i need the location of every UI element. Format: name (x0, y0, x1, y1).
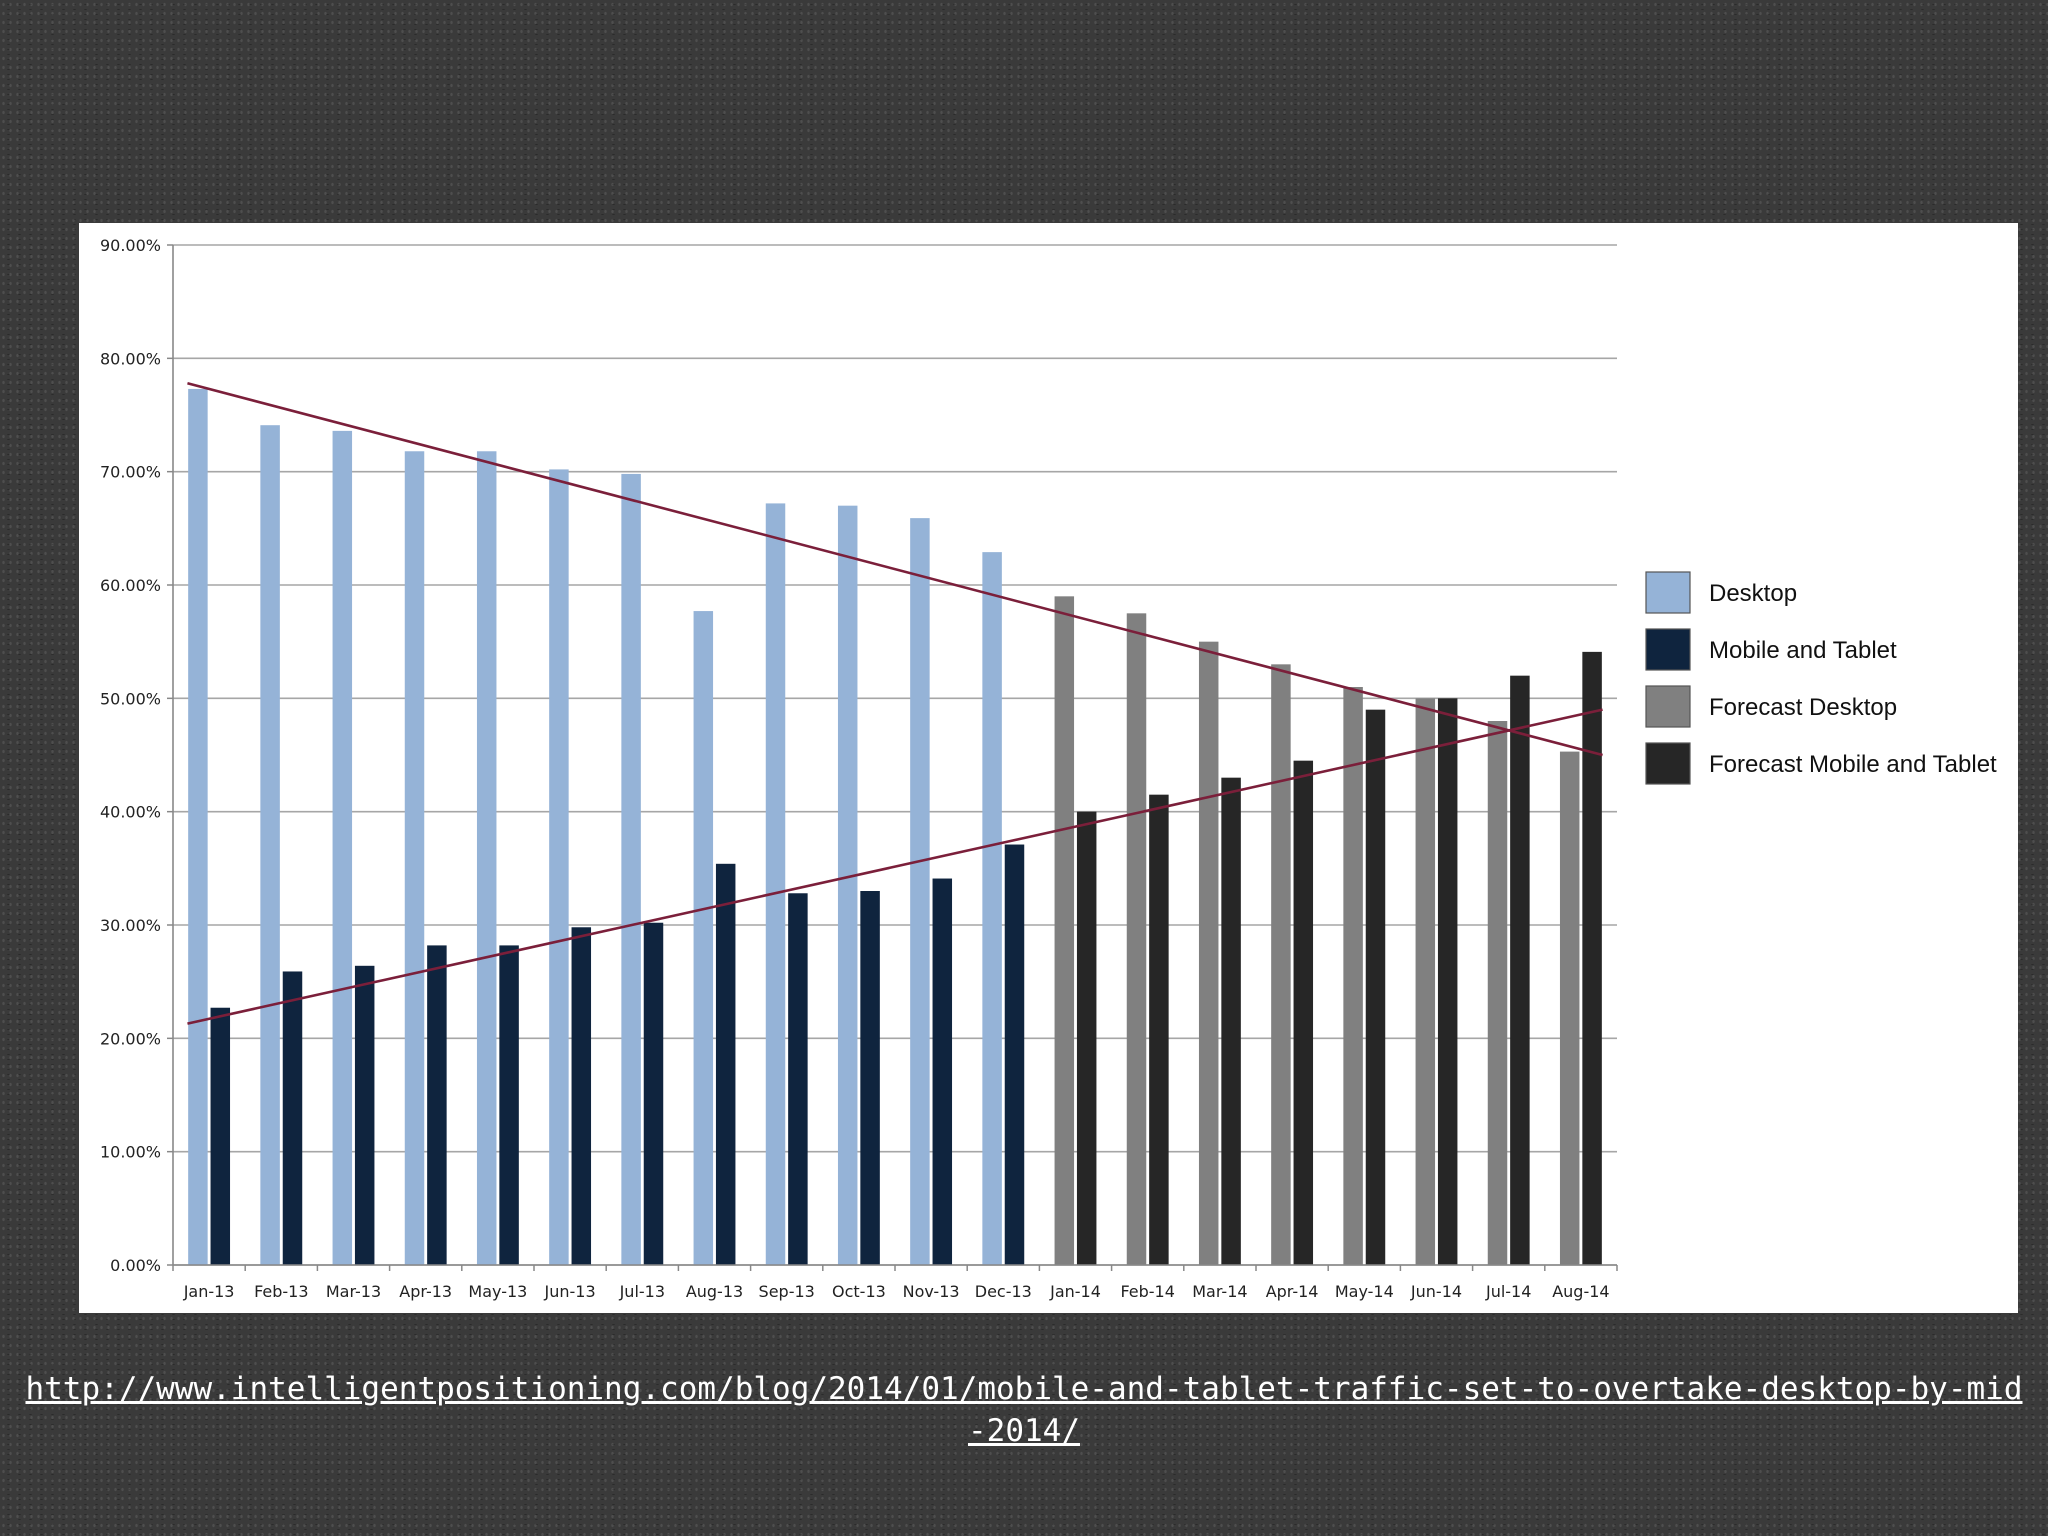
x-tick-label: Mar-14 (1192, 1282, 1247, 1301)
y-tick-label: 90.00% (100, 236, 161, 255)
x-tick-label: Jul-13 (619, 1282, 665, 1301)
bar-mobile-and-tablet (210, 1007, 231, 1265)
y-tick-label: 50.00% (100, 689, 161, 708)
legend-swatch (1645, 571, 1691, 614)
bar-forecast-mobile-and-tablet (1149, 794, 1169, 1265)
bar-forecast-mobile-and-tablet (1510, 675, 1530, 1265)
x-tick-label: Jul-14 (1485, 1282, 1531, 1301)
bar-mobile-and-tablet (354, 965, 375, 1265)
bar-desktop (982, 552, 1002, 1265)
bar-forecast-desktop (1054, 596, 1075, 1265)
y-tick-label: 10.00% (100, 1143, 161, 1162)
bar-forecast-mobile-and-tablet (1582, 651, 1602, 1265)
bar-forecast-mobile-and-tablet (1437, 698, 1458, 1265)
y-tick-label: 20.00% (100, 1029, 161, 1048)
x-tick-label: May-13 (468, 1282, 527, 1301)
bar-forecast-mobile-and-tablet (1293, 760, 1314, 1265)
bar-mobile-and-tablet (427, 945, 447, 1265)
bar-desktop (693, 611, 714, 1265)
x-tick-label: Nov-13 (903, 1282, 960, 1301)
bar-mobile-and-tablet (499, 945, 519, 1265)
legend-swatch (1645, 628, 1691, 671)
bar-desktop (765, 503, 786, 1265)
bar-forecast-desktop (1126, 613, 1147, 1265)
y-axis-ticks: 0.00% 10.00% 20.00% 30.00% 40.00% 50.00% 60.00… (100, 236, 173, 1275)
bar-forecast-desktop (1198, 641, 1219, 1265)
legend-swatch (1645, 742, 1691, 785)
x-tick-label: Feb-14 (1120, 1282, 1174, 1301)
x-tick-label: Jan-13 (183, 1282, 235, 1301)
bar-forecast-desktop (1559, 751, 1580, 1265)
bar-forecast-desktop (1415, 698, 1436, 1265)
bar-forecast-desktop (1271, 664, 1291, 1265)
x-tick-label: Jan-14 (1049, 1282, 1101, 1301)
x-tick-label: Oct-13 (832, 1282, 886, 1301)
legend-swatch (1645, 685, 1691, 728)
bar-mobile-and-tablet (860, 891, 880, 1265)
bar-desktop (332, 430, 353, 1265)
legend-label: Forecast Mobile and Tablet (1709, 751, 1997, 778)
bar-forecast-mobile-and-tablet (1365, 709, 1386, 1265)
trendline (187, 708, 1603, 1025)
bar-chart: 0.00% 10.00% 20.00% 30.00% 40.00% 50.00% 60.00… (100, 236, 1997, 1301)
x-tick-label: Dec-13 (975, 1282, 1032, 1301)
bar-mobile-and-tablet (571, 927, 592, 1265)
trendlines (187, 382, 1603, 1025)
y-tick-label: 70.00% (100, 463, 161, 482)
bars (188, 388, 1602, 1266)
bar-desktop (837, 505, 858, 1266)
x-tick-label: Mar-13 (326, 1282, 381, 1301)
x-tick-label: Jun-14 (1410, 1282, 1462, 1301)
y-tick-label: 30.00% (100, 916, 161, 935)
chart-panel: 0.00% 10.00% 20.00% 30.00% 40.00% 50.00% 60.00… (79, 223, 2018, 1313)
x-tick-label: Apr-14 (1266, 1282, 1319, 1301)
y-tick-label: 40.00% (100, 803, 161, 822)
y-tick-label: 0.00% (110, 1256, 161, 1275)
bar-desktop (188, 388, 208, 1265)
x-tick-label: Jun-13 (544, 1282, 596, 1301)
bar-forecast-desktop (1487, 721, 1508, 1265)
legend-label: Mobile and Tablet (1709, 637, 1897, 664)
bar-desktop (621, 473, 641, 1265)
legend-label: Desktop (1709, 580, 1797, 607)
bar-desktop (476, 451, 497, 1265)
legend-label: Forecast Desktop (1709, 694, 1897, 721)
x-tick-label: May-14 (1335, 1282, 1394, 1301)
legend: Desktop Mobile and Tablet Forecast Desktop… (1645, 571, 1997, 785)
source-link[interactable]: http://www.intelligentpositioning.com/bl… (25, 1371, 2023, 1449)
bar-mobile-and-tablet (643, 922, 664, 1265)
bar-mobile-and-tablet (715, 863, 736, 1265)
bar-mobile-and-tablet (788, 893, 808, 1265)
bar-desktop (260, 425, 280, 1265)
trendline (187, 382, 1603, 757)
x-tick-label: Sep-13 (759, 1282, 815, 1301)
y-tick-label: 80.00% (100, 349, 161, 368)
x-tick-label: Aug-13 (686, 1282, 743, 1301)
bar-forecast-mobile-and-tablet (1076, 811, 1097, 1265)
bar-desktop (549, 469, 569, 1265)
bar-mobile-and-tablet (1004, 844, 1025, 1265)
bar-forecast-mobile-and-tablet (1221, 777, 1241, 1265)
bar-mobile-and-tablet (932, 878, 953, 1265)
y-tick-label: 60.00% (100, 576, 161, 595)
x-tick-label: Feb-13 (254, 1282, 308, 1301)
bar-mobile-and-tablet (282, 971, 303, 1265)
x-tick-label: Apr-13 (399, 1282, 452, 1301)
bar-desktop (404, 451, 425, 1265)
x-axis-ticks: Jan-13 Feb-13 Mar-13 Apr-13 May-13 Jun-13 Jul-… (172, 1265, 1618, 1301)
bar-desktop (910, 518, 930, 1265)
bar-forecast-desktop (1343, 687, 1363, 1265)
x-tick-label: Aug-14 (1552, 1282, 1609, 1301)
